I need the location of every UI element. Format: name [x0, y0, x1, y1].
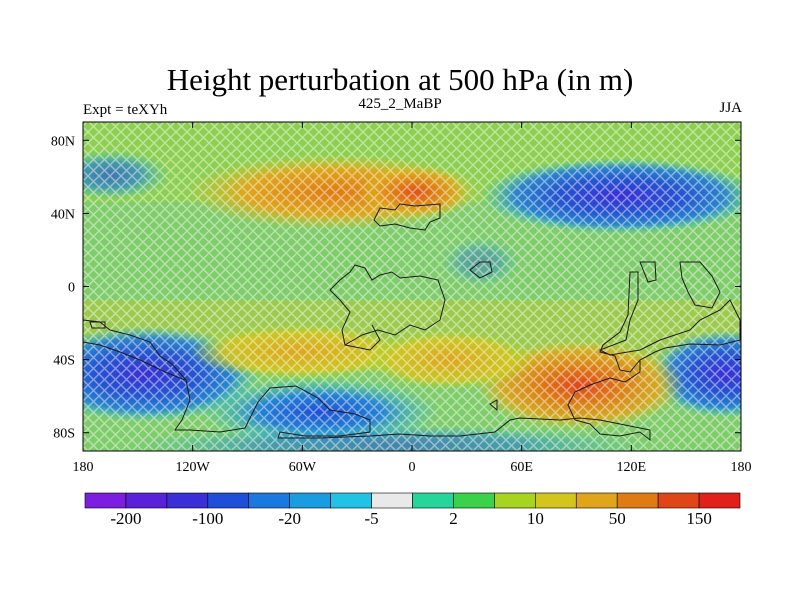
lon-tick-label: 120W: [176, 460, 211, 475]
colorbar: -200 -100 -20 -5 2 10 50 150: [84, 492, 741, 528]
lat-tick-label: 0: [68, 281, 75, 296]
colorbar-swatch: [166, 492, 209, 509]
map-title: Height perturbation at 500 hPa (in m): [166, 62, 634, 97]
europe-coastline: [373, 203, 441, 231]
colorbar-swatch: [125, 492, 168, 509]
colorbar-label: -100: [192, 509, 223, 528]
arabia-coastline: [469, 261, 493, 279]
colorbar-swatch: [616, 492, 659, 509]
colorbar-label: 10: [527, 509, 544, 528]
colorbar-swatch: [289, 492, 331, 509]
coastlines: [83, 203, 741, 442]
colorbar-swatch: [412, 492, 454, 509]
lon-tick-label: 60E: [510, 460, 533, 475]
colorbar-label: -200: [110, 509, 141, 528]
colorbar-label: 150: [686, 509, 712, 528]
colorbar-label: 50: [609, 509, 626, 528]
colorbar-label: 2: [449, 509, 458, 528]
height-perturbation-field: [83, 122, 741, 451]
lon-tick-label: 120E: [617, 460, 647, 475]
lon-tick-label: 180: [731, 460, 752, 475]
africa-coastline: [329, 264, 446, 346]
colorbar-swatch: [657, 492, 700, 509]
colorbar-swatch: [494, 492, 536, 509]
latitude-axis: 80N 40N 0 40S 80S: [51, 134, 741, 442]
colorbar-swatch: [575, 492, 618, 509]
case-label: 425_2_MaBP: [358, 96, 442, 112]
colorbar-label: -20: [278, 509, 301, 528]
southern-coastline: [83, 319, 651, 442]
colorbar-swatch: [207, 492, 250, 509]
colorbar-swatch: [330, 492, 372, 509]
lon-tick-label: 180: [73, 460, 94, 475]
lat-tick-label: 40N: [51, 207, 75, 222]
colorbar-swatch: [535, 492, 577, 509]
colorbar-swatch: [84, 492, 127, 509]
colorbar-swatch: [371, 492, 413, 509]
season-label: JJA: [719, 100, 742, 116]
lon-tick-label: 60W: [289, 460, 317, 475]
lat-tick-label: 80S: [53, 427, 75, 442]
asia-pacific-coastline: [598, 271, 741, 373]
colorbar-swatch: [698, 492, 741, 509]
longitude-axis: 180 120W 60W 0 60E 120E 180: [73, 122, 752, 475]
lon-tick-label: 0: [409, 460, 416, 475]
lat-tick-label: 40S: [53, 354, 75, 369]
colorbar-swatch: [248, 492, 290, 509]
experiment-label: Expt = teXYh: [83, 102, 168, 118]
lat-tick-label: 80N: [51, 134, 75, 149]
colorbar-label: -5: [364, 509, 378, 528]
colorbar-swatch: [453, 492, 495, 509]
